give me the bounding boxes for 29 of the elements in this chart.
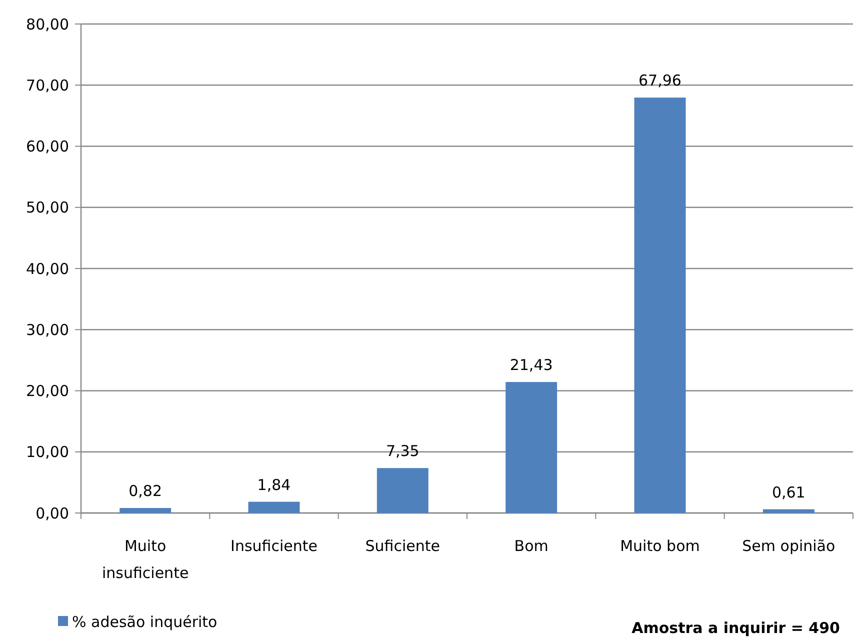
data-label: 0,82 (128, 482, 162, 500)
data-label: 1,84 (257, 476, 291, 494)
data-label: 0,61 (772, 483, 806, 502)
y-tick-label: 0,00 (36, 504, 69, 522)
legend-label: % adesão inquérito (72, 613, 218, 631)
x-tick-label: Muito bom (620, 537, 700, 555)
x-tick-label: Suficiente (365, 537, 440, 555)
bar (248, 502, 300, 513)
x-tick-label: Sem opinião (742, 537, 836, 555)
x-tick-label: Muito insuficiente (102, 537, 189, 582)
y-tick-label: 20,00 (26, 382, 69, 400)
y-tick-label: 50,00 (26, 198, 69, 217)
data-label: 7,35 (386, 442, 420, 460)
y-tick-label: 60,00 (26, 138, 69, 156)
y-tick-label: 40,00 (26, 260, 69, 278)
text: Amostra a inquirir = 490 (632, 619, 840, 637)
bar (506, 382, 558, 513)
y-tick-label: 80,00 (26, 15, 69, 34)
y-tick-label: 10,00 (26, 443, 69, 462)
bar (376, 468, 428, 513)
y-tick-label: 70,00 (26, 76, 69, 94)
bar (762, 509, 814, 513)
y-tick-label: 30,00 (26, 320, 69, 339)
x-tick-label: Bom (514, 537, 548, 555)
bar (634, 98, 686, 513)
data-label: 21,43 (510, 356, 553, 374)
bar (120, 508, 172, 513)
x-tick-label: Insuficiente (230, 537, 318, 555)
data-label: 67,96 (638, 72, 682, 90)
